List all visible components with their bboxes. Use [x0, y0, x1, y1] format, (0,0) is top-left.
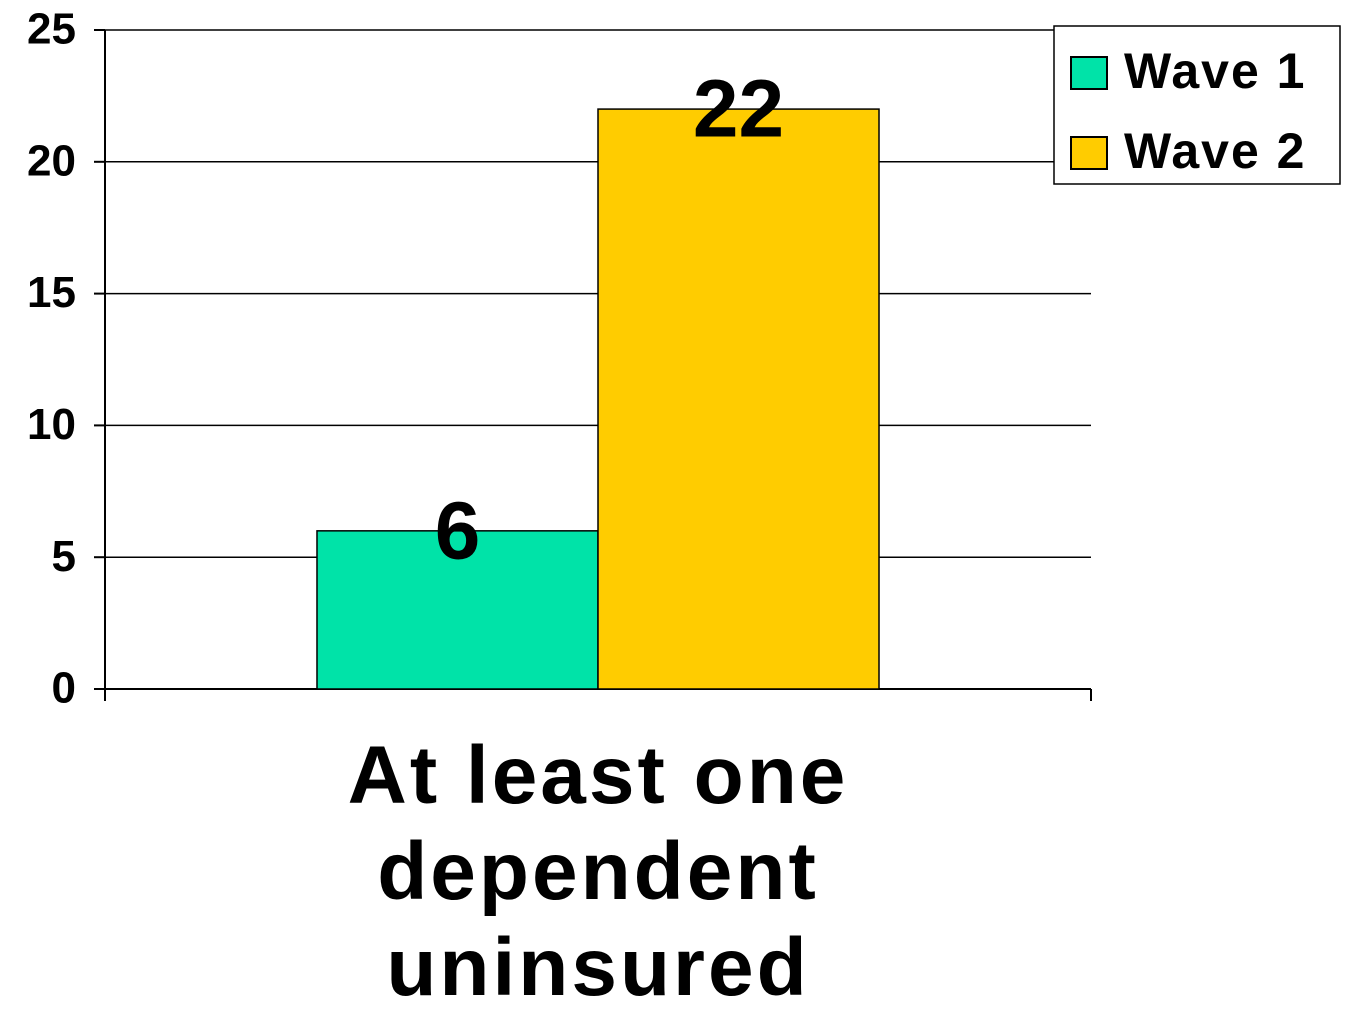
data-label: 6 [435, 485, 481, 576]
page: {"chart_data": {"type": "bar", "categori… [27, 4, 1341, 1013]
y-tick-label: 0 [52, 664, 76, 713]
legend-label: Wave 1 [1124, 43, 1306, 99]
legend-swatch [1070, 56, 1108, 90]
data-label: 22 [693, 64, 784, 155]
legend-label: Wave 2 [1124, 123, 1306, 179]
y-tick-label: 15 [27, 268, 76, 317]
y-tick-label: 5 [52, 532, 76, 581]
y-tick-label: 10 [27, 400, 76, 449]
y-tick-label: 25 [27, 5, 76, 54]
bar [316, 530, 599, 690]
chart: 0 5 10 15 20 25 6 22 Wave 1 Wave 2 [27, 5, 1341, 713]
bar [597, 108, 880, 690]
x-category-label: At least one dependent uninsured [347, 730, 849, 1013]
legend-swatch [1070, 136, 1108, 170]
y-tick-label: 20 [27, 136, 76, 185]
